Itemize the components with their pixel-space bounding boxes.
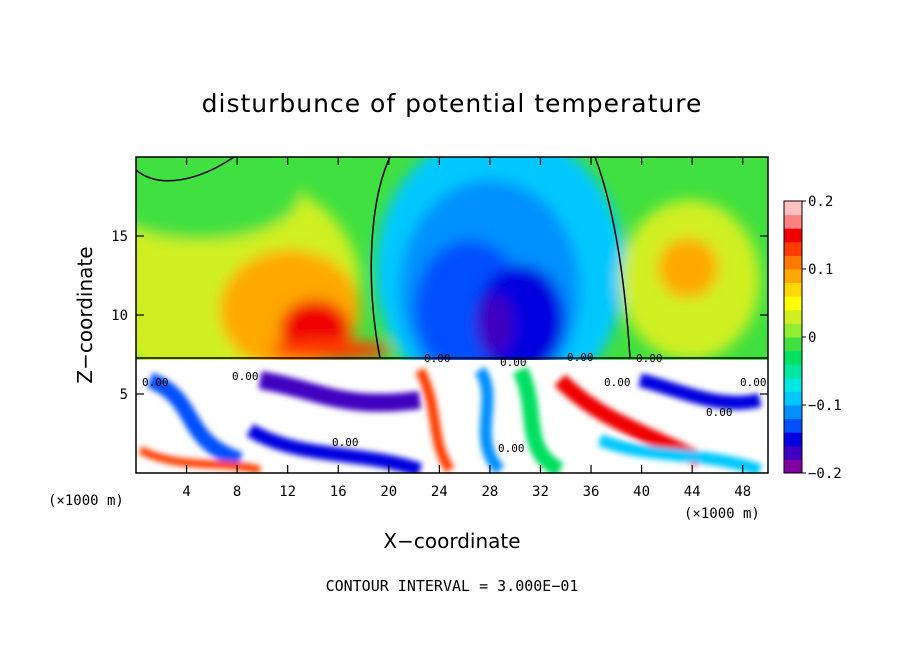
contour-labels: 0.00 0.00 0.00 0.00 0.00 0.00 0.00 0.00 … [142,351,767,455]
chart-title: disturbunce of potential temperature [202,89,703,118]
contour-label-1: 0.00 [424,352,451,365]
contour-label-7: 0.00 [706,406,733,419]
x-tick-label-2: 12 [279,484,296,500]
colorbar-segment-9 [784,337,802,352]
contour-label-8: 0.00 [740,376,767,389]
contour-label-9: 0.00 [142,376,169,389]
streak-1 [146,372,243,468]
contour-label-11: 0.00 [500,356,527,369]
colorbar-segment-16 [784,241,802,256]
colorbar-tick-label-3: −0.1 [808,398,842,414]
colorbar-segment-5 [784,391,802,406]
x-tick-label-4: 20 [380,484,397,500]
x-tick-label-0: 4 [182,484,190,500]
blob-left-green [136,157,300,240]
colorbar-segment-4 [784,405,802,420]
heatmap-field [136,157,768,473]
y-tick-label-0: 5 [120,387,128,403]
contour-label-2: 0.00 [567,351,594,364]
blob-near-line-red [270,340,390,360]
streak-2 [258,371,422,412]
blob-center-purple [477,295,513,355]
colorbar-tick-label-1: 0.1 [808,262,833,278]
colorbar-segment-8 [784,350,802,365]
colorbar-tick-label-4: −0.2 [808,466,842,482]
colorbar-segment-11 [784,309,802,324]
contour-zero-right [594,157,631,359]
x-unit-left: (×1000 m) [48,493,124,509]
y-tick-label-2: 15 [111,229,128,245]
x-tick-label-1: 8 [233,484,241,500]
streak-3 [246,423,423,473]
colorbar-segment-0 [784,459,802,474]
contour-interval-footnote: CONTOUR INTERVAL = 3.000E−01 [326,577,579,595]
contour-label-4: 0.00 [332,436,359,449]
y-axis-ticks: 5 10 15 [111,229,768,403]
contour-zero-top-left [136,157,235,182]
streak-4 [415,367,455,473]
x-tick-label-9: 40 [633,484,650,500]
contour-label-6: 0.00 [232,370,259,383]
x-tick-label-10: 44 [684,484,701,500]
colorbar-segment-18 [784,214,802,229]
x-tick-label-8: 36 [583,484,600,500]
streak-8 [638,373,762,410]
colorbar-segment-13 [784,282,802,297]
contour-label-10: 0.00 [604,376,631,389]
colorbar-labels: 0.2 0.1 0 −0.1 −0.2 [802,194,842,482]
y-tick-label-1: 10 [111,308,128,324]
colorbar-segment-1 [784,445,802,460]
streak-10 [597,434,762,473]
streak-6 [512,366,565,473]
upper-field-blobs [136,157,760,410]
colorbar-segment-2 [784,432,802,447]
y-axis-label: Z−coordinate [73,246,97,383]
x-axis-ticks: 4 8 12 16 20 24 28 32 36 40 44 48 [182,157,751,500]
colorbar-segment-19 [784,201,802,216]
colorbar [783,200,803,474]
contour-label-5: 0.00 [498,442,525,455]
x-tick-label-3: 16 [330,484,347,500]
x-axis-label: X−coordinate [383,529,520,553]
contour-zero-left [370,157,391,359]
streak-9 [138,446,261,473]
colorbar-tick-label-0: 0.2 [808,194,833,210]
x-tick-label-6: 28 [481,484,498,500]
lower-field-streaks [138,366,762,473]
colorbar-segment-6 [784,377,802,392]
colorbar-segment-10 [784,323,802,338]
x-tick-label-5: 24 [431,484,448,500]
blob-right-orange [658,238,718,298]
colorbar-segment-12 [784,296,802,311]
x-tick-label-7: 32 [532,484,549,500]
x-tick-label-11: 48 [734,484,751,500]
colorbar-tick-label-2: 0 [808,330,816,346]
colorbar-segment-17 [784,228,802,243]
colorbar-segment-14 [784,269,802,284]
colorbar-segment-3 [784,418,802,433]
streak-5 [474,366,505,473]
x-unit-right: (×1000 m) [684,506,760,522]
colorbar-segment-7 [784,364,802,379]
colorbar-segment-15 [784,255,802,270]
contour-label-3: 0.00 [636,352,663,365]
